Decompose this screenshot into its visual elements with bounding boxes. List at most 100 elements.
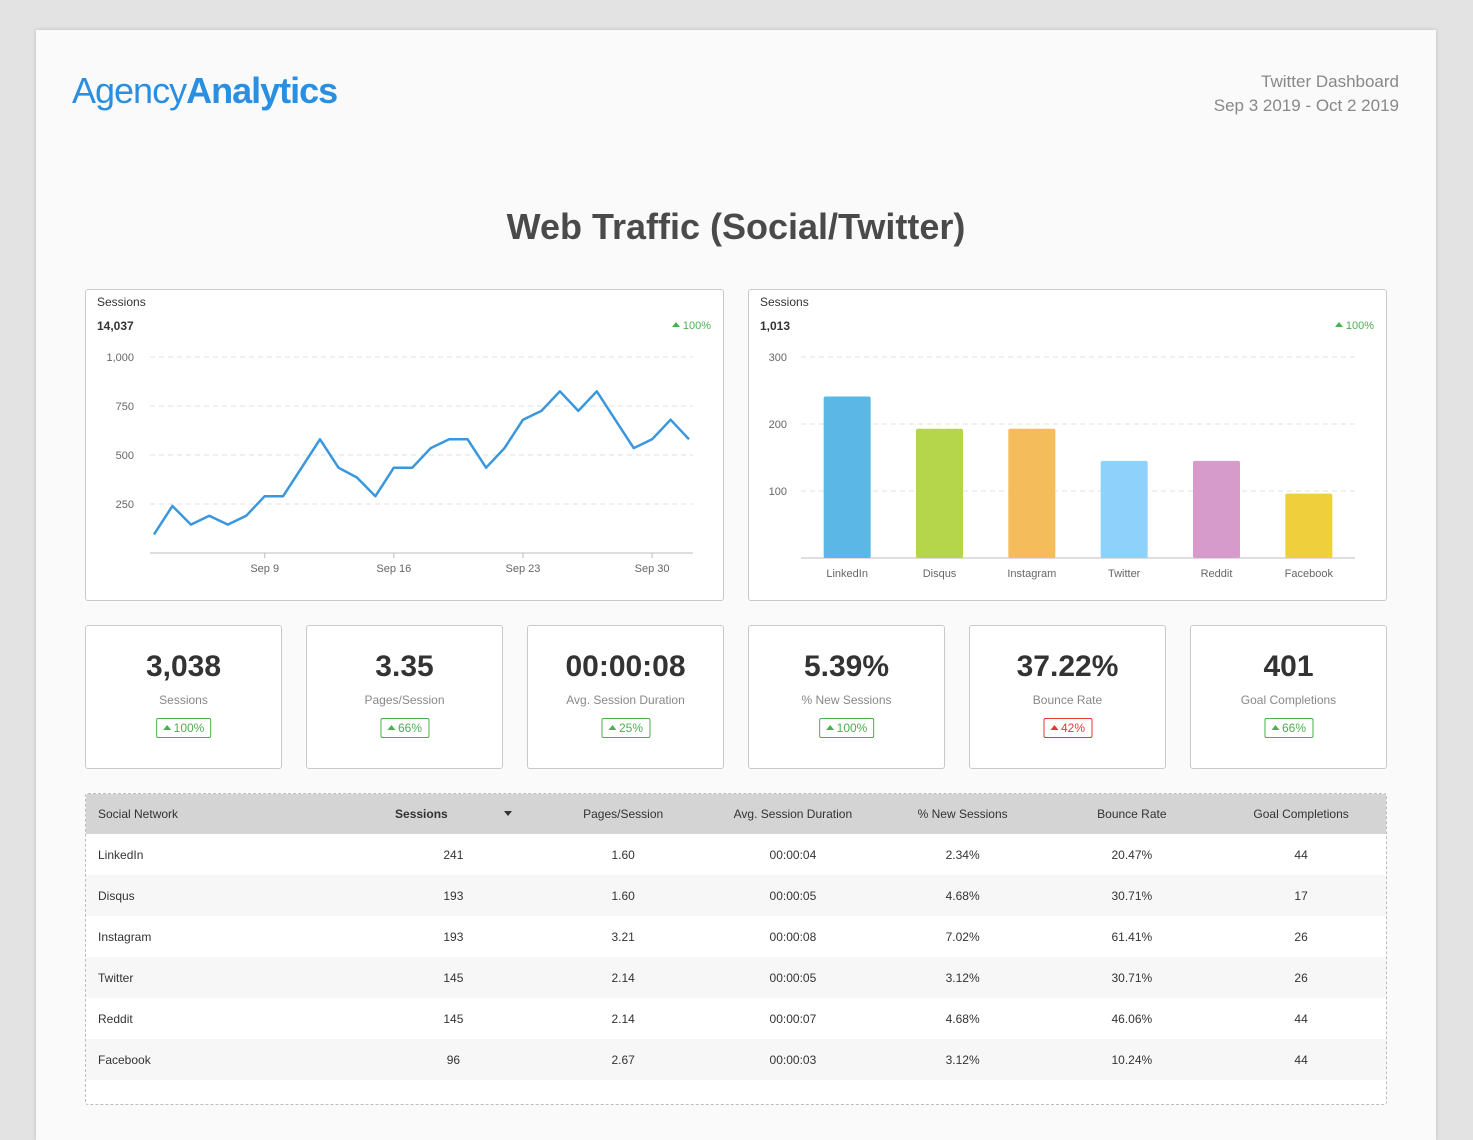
kpi-change-badge: 100% (818, 718, 875, 738)
column-header-new-sessions[interactable]: % New Sessions (917, 807, 1008, 821)
kpi-label: Sessions (159, 693, 208, 707)
sessions-by-network-bar-chart: 300 200 100 LinkedIn Disqus Instagram Twitter R… (769, 352, 1355, 580)
sessions-series-line (152, 390, 690, 536)
report-page: AgencyAnalytics Twitter Dashboard Sep 3 … (36, 30, 1436, 1140)
cell-sessions: 241 (443, 847, 464, 862)
y-tick-label: 750 (116, 401, 134, 413)
cell-pages-session: 1.60 (611, 847, 635, 862)
kpi-change-badge: 100% (155, 718, 212, 738)
chart-label: Sessions (97, 295, 146, 309)
kpi-value: 37.22% (1016, 650, 1119, 683)
dashboard-name: Twitter Dashboard (1261, 72, 1399, 91)
cell-pages-session: 2.67 (611, 1052, 635, 1067)
y-tick-label: 100 (769, 486, 787, 498)
cell-avg-duration: 00:00:08 (769, 929, 817, 944)
kpi-change-badge: 66% (1263, 718, 1314, 738)
table-row: Reddit 145 2.14 00:00:07 4.68% 46.06% 44 (86, 998, 1386, 1039)
cell-goal-completions: 44 (1294, 847, 1308, 862)
cell-network: Facebook (98, 1052, 151, 1067)
column-header-bounce-rate[interactable]: Bounce Rate (1097, 807, 1167, 821)
social-network-table: Social Network Sessions Pages/Session Av… (86, 794, 1386, 1080)
cell-avg-duration: 00:00:05 (769, 970, 817, 985)
x-category-label: Facebook (1285, 568, 1334, 580)
cell-goal-completions: 44 (1294, 1011, 1308, 1026)
kpi-change-value: 100% (173, 721, 205, 735)
bar-reddit (1193, 460, 1240, 558)
sessions-line-chart-card: Sessions 14,037 100% 1,000 750 500 250 Sep 9… (85, 289, 724, 601)
cell-new-sessions: 2.34% (945, 847, 980, 862)
cell-avg-duration: 00:00:05 (769, 888, 817, 903)
chart-total: 1,013 (760, 319, 791, 333)
cell-bounce-rate: 46.06% (1111, 1011, 1153, 1026)
chart-change-value: 100% (1345, 320, 1374, 332)
kpi-change-value: 42% (1060, 721, 1086, 735)
kpi-value: 401 (1263, 650, 1314, 683)
kpi-change-badge: 42% (1042, 718, 1093, 738)
trend-up-icon (825, 725, 834, 730)
cell-new-sessions: 3.12% (945, 970, 980, 985)
sessions-line-chart: 1,000 750 500 250 Sep 9 Sep 16 Sep 23 Sep 30 (106, 352, 693, 575)
cell-goal-completions: 44 (1294, 1052, 1308, 1067)
cell-avg-duration: 00:00:07 (769, 1011, 817, 1026)
cell-pages-session: 1.60 (611, 888, 635, 903)
bar-disqus (916, 428, 963, 558)
chart-change-badge: 100% (671, 320, 711, 332)
sort-descending-icon[interactable] (503, 811, 512, 816)
column-header-social-network[interactable]: Social Network (98, 807, 179, 821)
chart-change-badge: 100% (1334, 320, 1374, 332)
x-tick-label: Sep 16 (376, 563, 411, 575)
chart-label: Sessions (760, 295, 809, 309)
agency-analytics-logo: AgencyAnalytics (72, 70, 338, 112)
kpi-card-sessions: 3,038 Sessions 100% (85, 625, 282, 769)
x-category-label: LinkedIn (826, 568, 868, 580)
cell-network: Instagram (98, 929, 152, 944)
trend-up-icon (386, 725, 395, 730)
kpi-label: Goal Completions (1240, 693, 1337, 707)
cell-network: Disqus (98, 888, 135, 903)
cell-bounce-rate: 20.47% (1111, 847, 1153, 862)
date-range: Sep 3 2019 - Oct 2 2019 (1213, 96, 1399, 115)
kpi-card-new-sessions: 5.39% % New Sessions 100% (748, 625, 945, 769)
bar-twitter (1100, 460, 1148, 558)
kpi-card-goal-completions: 401 Goal Completions 66% (1190, 625, 1387, 769)
cell-bounce-rate: 30.71% (1111, 970, 1153, 985)
column-header-label: Sessions (395, 807, 448, 821)
y-tick-label: 1,000 (106, 352, 134, 364)
y-tick-label: 500 (116, 450, 134, 462)
column-header-pages-session[interactable]: Pages/Session (583, 807, 664, 821)
logo-text-analytics: Analytics (186, 70, 338, 111)
x-tick-label: Sep 9 (250, 563, 279, 575)
y-tick-label: 200 (769, 419, 787, 431)
cell-new-sessions: 4.68% (945, 1011, 980, 1026)
cell-sessions: 145 (443, 1011, 464, 1026)
cell-avg-duration: 00:00:03 (769, 1052, 817, 1067)
kpi-card-bounce-rate: 37.22% Bounce Rate 42% (969, 625, 1166, 769)
x-category-label: Twitter (1108, 568, 1141, 580)
kpi-change-value: 66% (397, 721, 423, 735)
cell-sessions: 193 (443, 929, 464, 944)
report-header-info: Twitter Dashboard Sep 3 2019 - Oct 2 201… (1214, 70, 1399, 118)
column-header-sessions[interactable]: Sessions (369, 794, 539, 834)
page-title: Web Traffic (Social/Twitter) (506, 206, 966, 247)
bar-linkedin (823, 396, 871, 558)
cell-network: Twitter (98, 970, 134, 985)
cell-network: LinkedIn (98, 847, 144, 862)
cell-sessions: 145 (443, 970, 464, 985)
bar-instagram (1008, 428, 1056, 558)
x-tick-label: Sep 30 (635, 563, 670, 575)
kpi-change-badge: 25% (600, 718, 651, 738)
trend-up-icon (1270, 725, 1279, 730)
kpi-value: 00:00:08 (565, 650, 686, 683)
cell-goal-completions: 26 (1294, 970, 1308, 985)
column-header-goal-completions[interactable]: Goal Completions (1253, 807, 1349, 821)
column-header-avg-session-duration[interactable]: Avg. Session Duration (733, 807, 853, 821)
cell-pages-session: 3.21 (611, 929, 635, 944)
social-network-table-card: Social Network Sessions Pages/Session Av… (85, 793, 1387, 1105)
kpi-card-pages-session: 3.35 Pages/Session 66% (306, 625, 503, 769)
cell-goal-completions: 26 (1294, 929, 1308, 944)
cell-goal-completions: 17 (1294, 888, 1308, 903)
cell-bounce-rate: 10.24% (1111, 1052, 1153, 1067)
trend-up-icon (162, 725, 171, 730)
kpi-value: 3,038 (145, 650, 222, 683)
cell-avg-duration: 00:00:04 (769, 847, 817, 862)
